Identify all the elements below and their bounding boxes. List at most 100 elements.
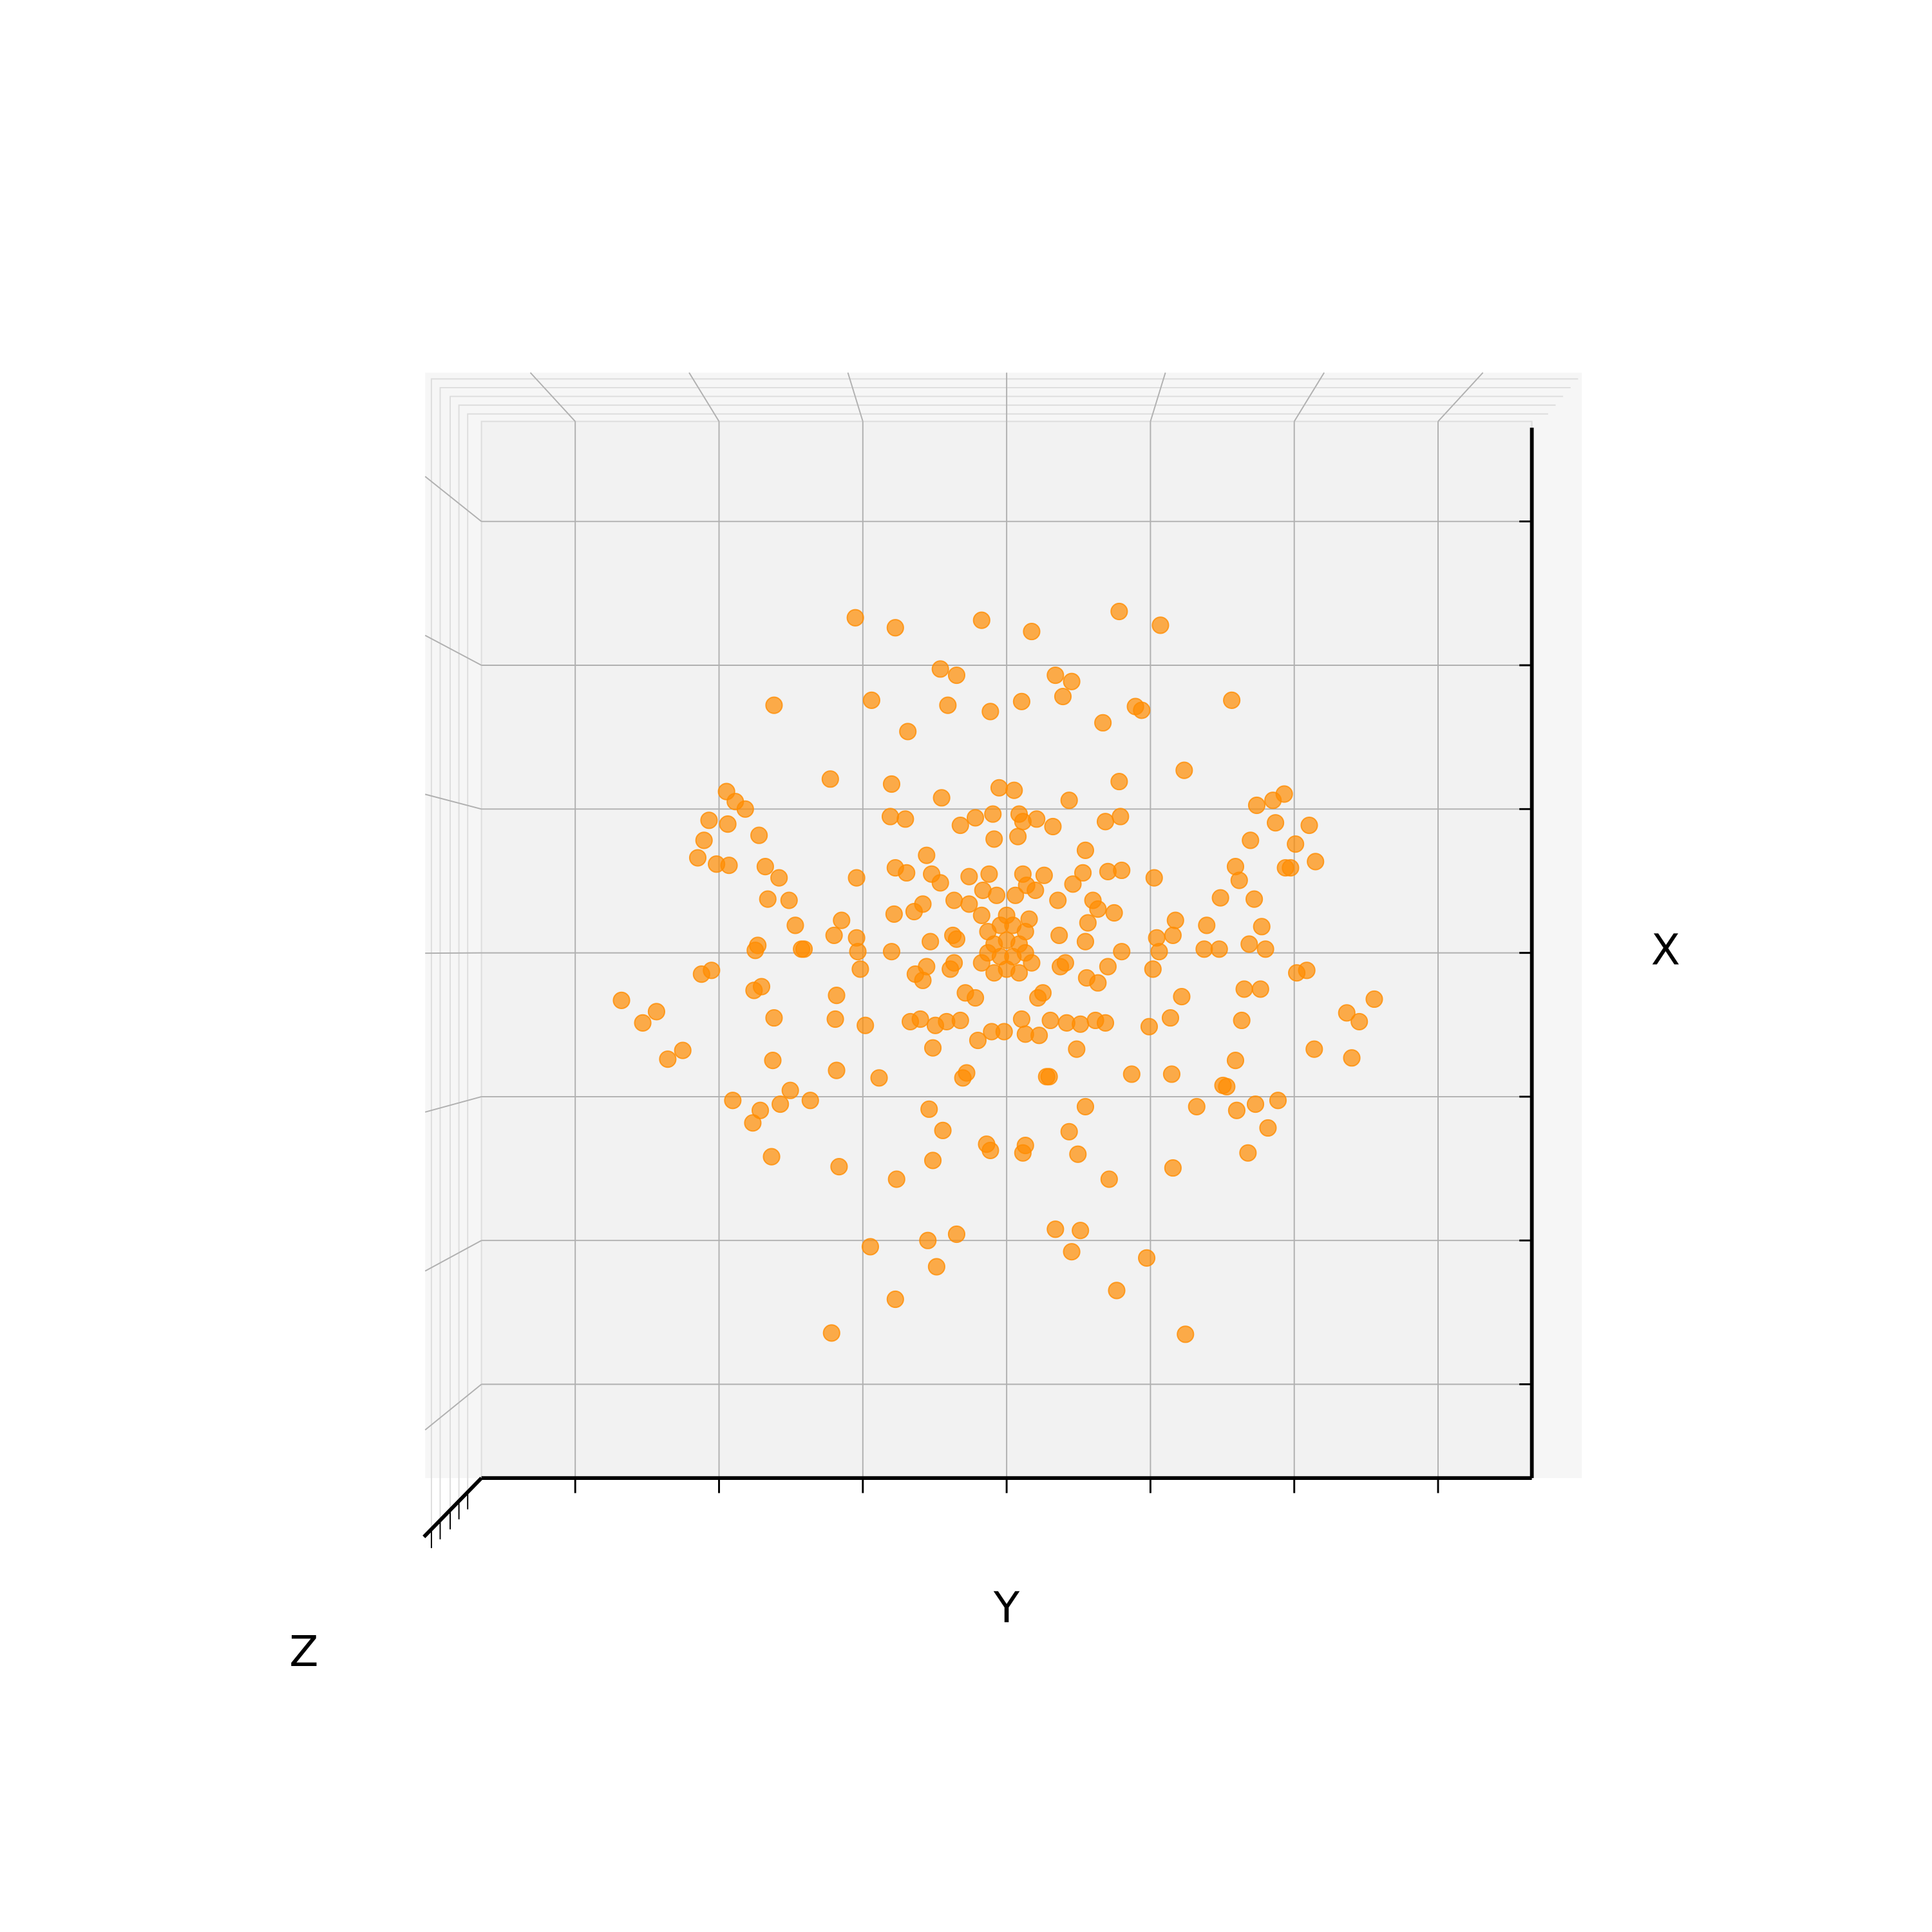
point	[1239, 1144, 1257, 1162]
point	[1235, 980, 1253, 998]
point	[931, 660, 949, 678]
point	[857, 1016, 875, 1034]
grid-line	[425, 952, 482, 954]
point	[939, 696, 957, 714]
point	[1046, 1220, 1065, 1238]
point	[881, 808, 900, 826]
point	[1133, 701, 1151, 719]
point	[1269, 1092, 1287, 1110]
point	[947, 930, 966, 948]
point	[1151, 616, 1170, 634]
point	[931, 874, 949, 892]
point	[700, 811, 718, 829]
point	[985, 964, 1003, 982]
point	[746, 942, 764, 960]
point	[1338, 1004, 1356, 1022]
point	[1245, 890, 1264, 908]
point	[945, 954, 963, 972]
point	[981, 1141, 999, 1159]
point	[960, 867, 978, 886]
point	[1041, 1011, 1059, 1030]
point	[1211, 889, 1229, 907]
point	[1256, 940, 1274, 958]
point	[1122, 1065, 1141, 1083]
pane-edge	[430, 378, 1578, 1545]
point	[1028, 810, 1046, 828]
z-axis-line	[422, 1477, 483, 1539]
point	[1089, 900, 1107, 918]
point	[985, 830, 1003, 848]
point	[1164, 1159, 1182, 1177]
point	[885, 905, 903, 923]
point	[1166, 911, 1184, 929]
point	[1060, 1122, 1078, 1141]
point	[851, 960, 869, 978]
point	[1079, 914, 1097, 932]
point	[972, 611, 990, 629]
grid-line	[1150, 372, 1166, 422]
point	[833, 911, 851, 929]
point	[1069, 1145, 1087, 1163]
point	[674, 1041, 692, 1059]
point	[752, 978, 771, 996]
point	[1227, 1101, 1245, 1119]
point	[882, 943, 901, 961]
point	[972, 906, 990, 924]
point	[1210, 940, 1228, 958]
point	[1089, 974, 1107, 992]
point	[1246, 1095, 1265, 1113]
z-axis-label: Z	[289, 1627, 318, 1676]
point	[911, 1010, 929, 1028]
point	[765, 1009, 783, 1027]
point	[1162, 1065, 1181, 1083]
pane-edge	[450, 395, 1564, 1526]
point	[826, 1010, 844, 1028]
point	[1056, 954, 1074, 972]
point	[828, 987, 846, 1005]
point	[981, 703, 999, 721]
x-axis-label: X	[1651, 925, 1680, 975]
point	[1044, 817, 1062, 836]
point	[659, 1050, 677, 1068]
point	[634, 1014, 652, 1032]
point	[1298, 961, 1316, 980]
point	[951, 1011, 969, 1030]
point	[1016, 1137, 1034, 1155]
point	[719, 815, 737, 833]
point	[822, 1324, 840, 1342]
point	[1161, 1009, 1180, 1027]
grid-line	[424, 1095, 482, 1113]
point	[966, 809, 985, 827]
point	[1137, 1249, 1156, 1267]
pane-edge	[467, 413, 1548, 1506]
point	[1350, 1012, 1368, 1030]
point	[920, 1100, 938, 1118]
point	[1046, 666, 1065, 685]
point	[688, 849, 707, 867]
z-ticks	[430, 1492, 469, 1548]
point	[1112, 808, 1130, 826]
point	[947, 1225, 966, 1244]
point	[828, 1061, 846, 1079]
point	[861, 1238, 880, 1256]
point	[1100, 1170, 1118, 1188]
point	[1240, 935, 1258, 953]
point	[830, 1158, 848, 1176]
grid-line	[1437, 372, 1484, 422]
point	[896, 810, 914, 828]
point	[1105, 904, 1123, 922]
point	[612, 991, 630, 1009]
point	[1108, 1282, 1126, 1300]
point	[984, 805, 1002, 823]
point	[1343, 1049, 1361, 1067]
point	[995, 1023, 1013, 1041]
point	[886, 619, 904, 637]
point	[750, 826, 768, 844]
point	[1218, 1077, 1236, 1095]
point	[1010, 964, 1028, 982]
point	[795, 940, 813, 958]
point	[1064, 875, 1082, 893]
point	[1049, 891, 1067, 909]
point	[1307, 853, 1325, 871]
